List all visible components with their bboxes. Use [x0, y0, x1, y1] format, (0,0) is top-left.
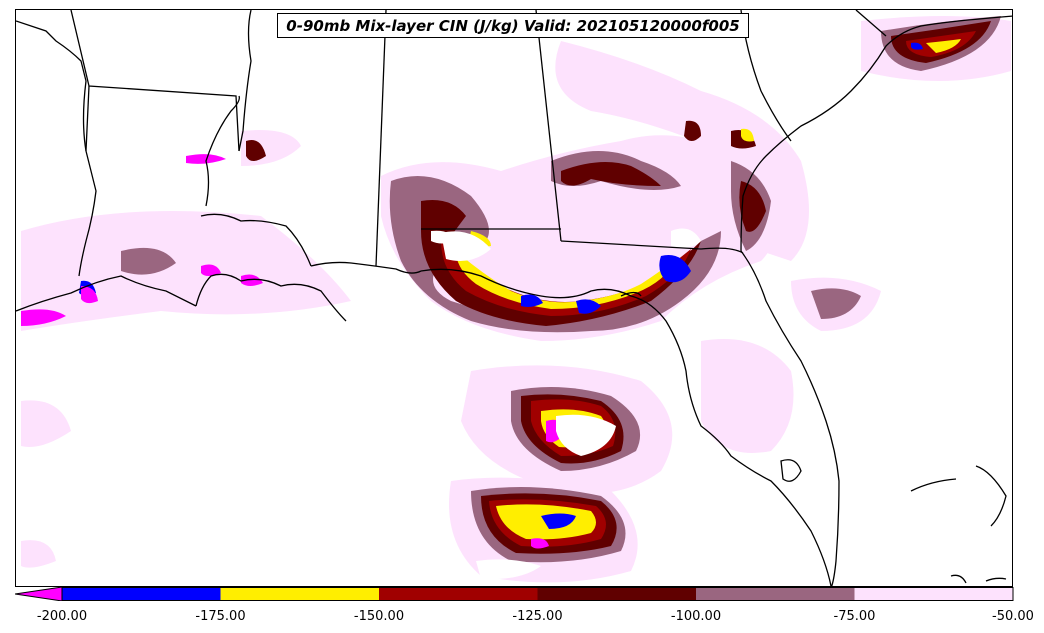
colorbar-bin: [62, 587, 221, 601]
cin-field-holes: [431, 228, 701, 580]
colorbar-bin: [696, 587, 855, 601]
colorbar-tick-label: -75.00: [833, 609, 876, 624]
colorbar-tick-label: -200.00: [36, 609, 88, 624]
cin-map: [16, 10, 1012, 586]
map-title-box: 0-90mb Mix-layer CIN (J/kg) Valid: 20210…: [277, 13, 749, 38]
colorbar-bin: [537, 587, 696, 601]
colorbar-bins: [62, 587, 1013, 601]
colorbar-tick-label: -100.00: [670, 609, 722, 624]
cin-field-magenta: [21, 154, 566, 549]
colorbar-tick-label: -175.00: [195, 609, 246, 624]
colorbar: [15, 587, 1014, 601]
colorbar-bin: [220, 587, 379, 601]
colorbar-extend-below: [15, 587, 63, 601]
colorbar-tick-label: -50.00: [992, 609, 1034, 624]
colorbar-tick-label: -150.00: [353, 609, 405, 624]
colorbar-bin: [854, 587, 1013, 601]
colorbar-tick-label: -125.00: [512, 609, 563, 624]
colorbar-bin: [379, 587, 538, 601]
coastlines-and-borders: [16, 10, 1012, 586]
map-title: 0-90mb Mix-layer CIN (J/kg) Valid: 20210…: [286, 16, 740, 35]
map-panel: [15, 9, 1013, 587]
